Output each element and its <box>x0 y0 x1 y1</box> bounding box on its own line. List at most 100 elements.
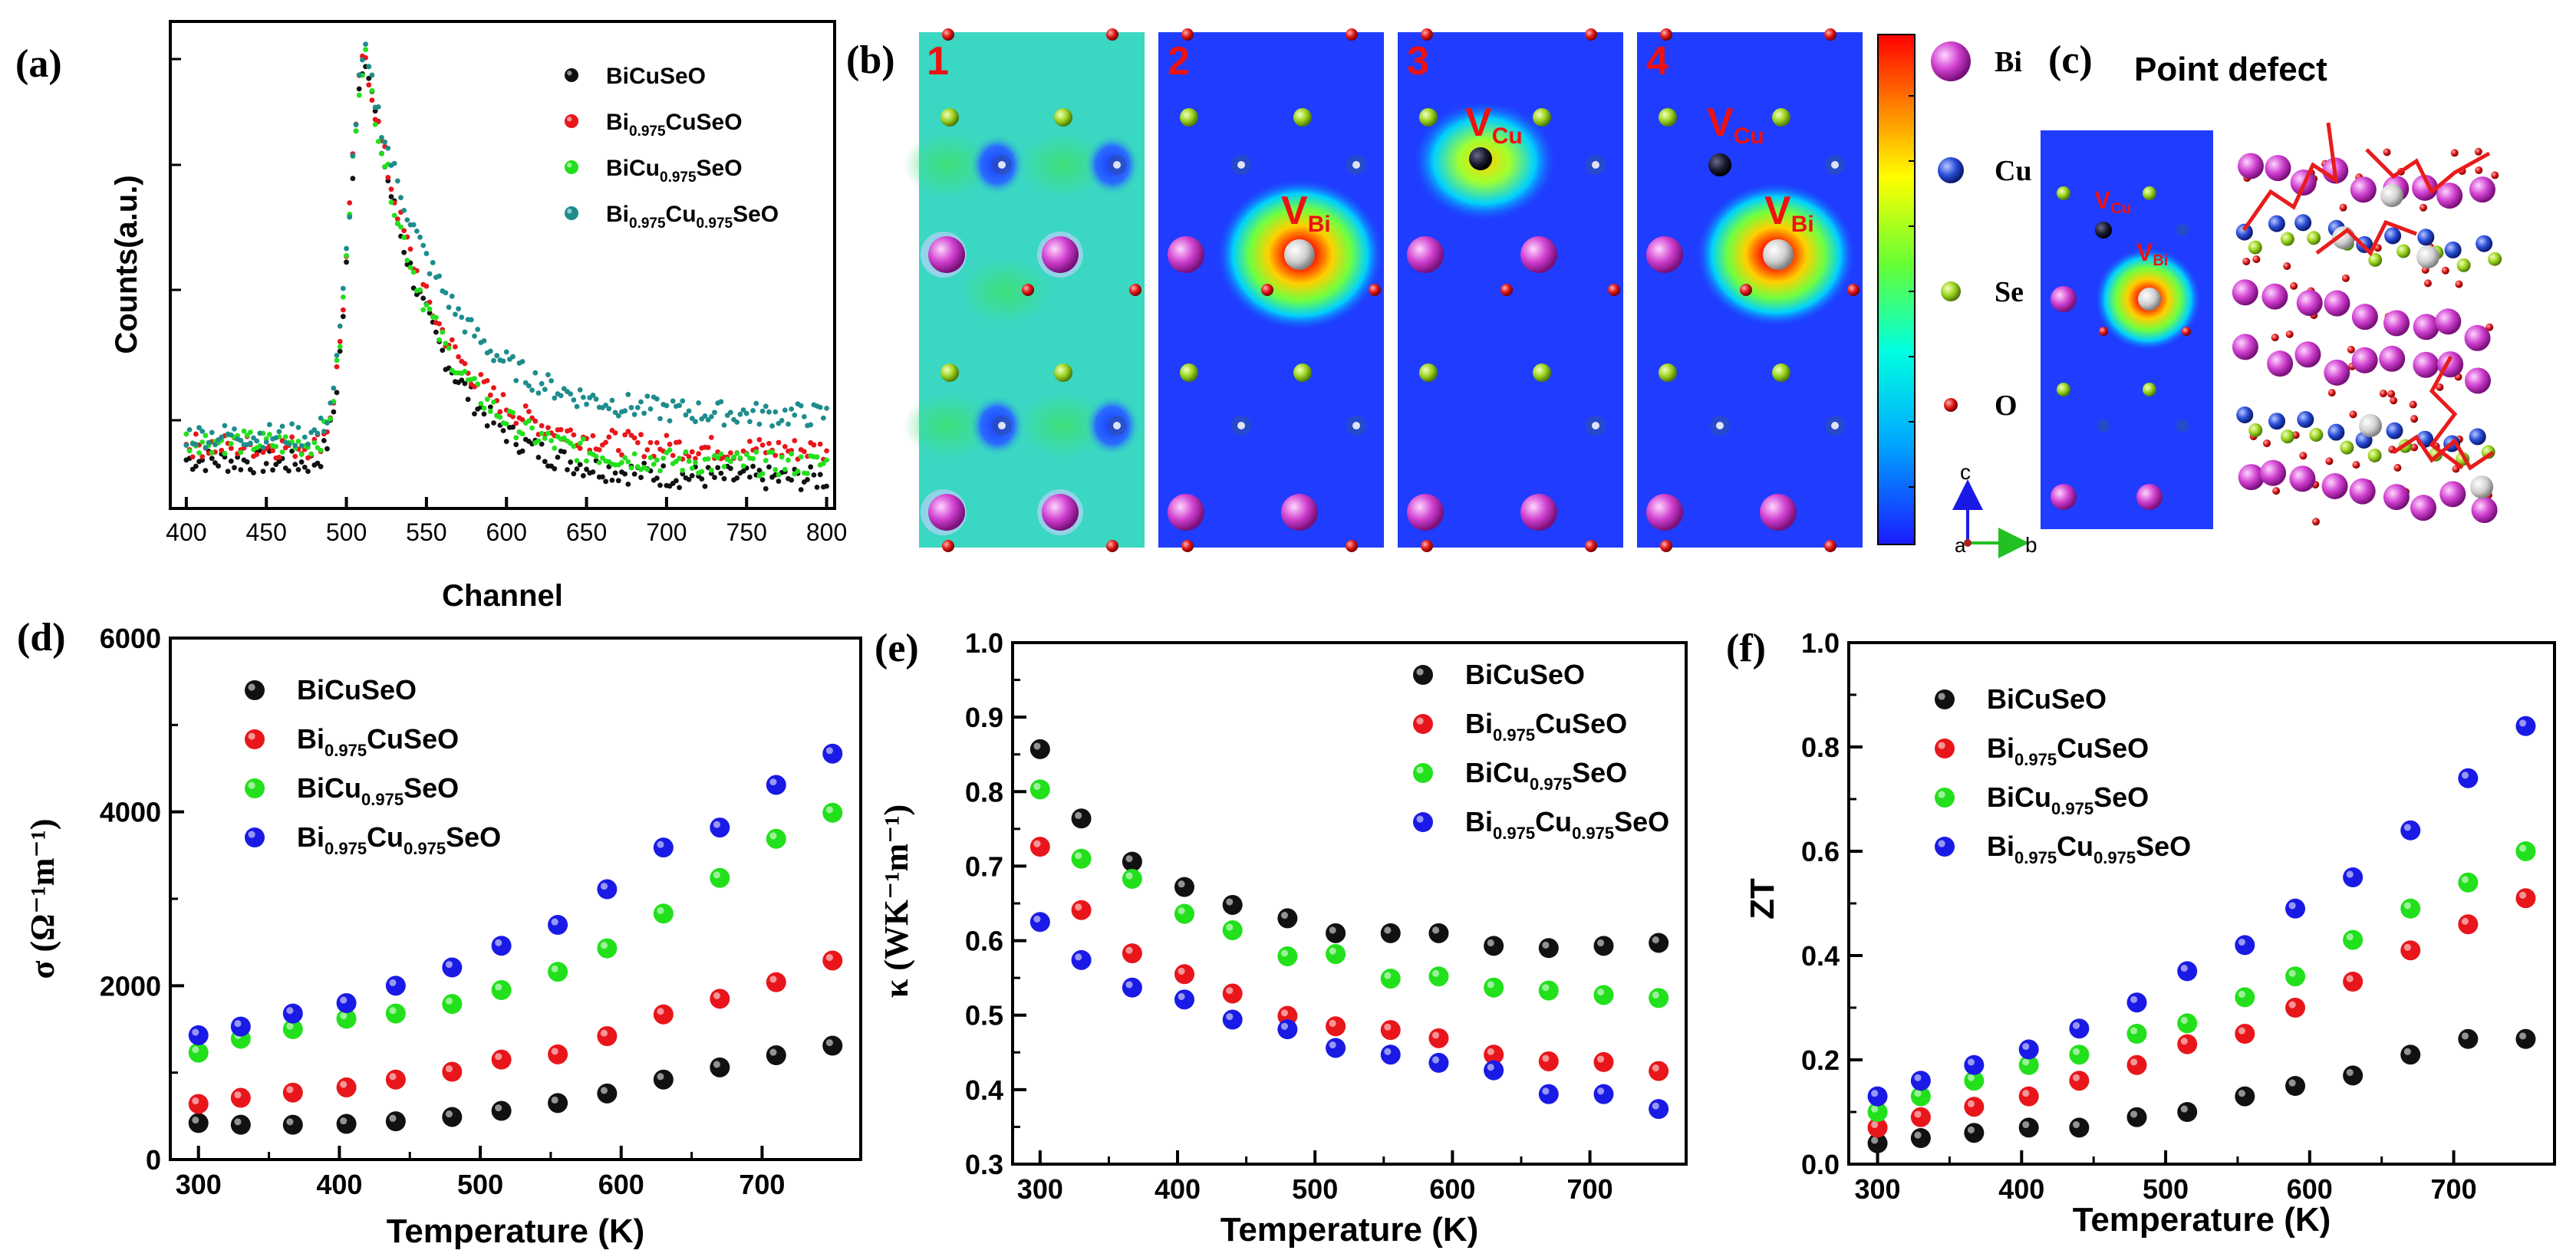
marker-highlight <box>713 992 720 999</box>
x-tick-label: 600 <box>1429 1173 1475 1205</box>
marker-body <box>565 160 578 174</box>
counts-point <box>382 139 388 145</box>
marker-highlight <box>495 939 502 946</box>
legend-text-part: 0.975 <box>2014 848 2057 867</box>
panel-c-title: Point defect <box>2134 51 2327 88</box>
se-atom <box>1180 364 1198 382</box>
counts-point <box>798 487 804 492</box>
counts-point <box>683 412 689 418</box>
bi-atom <box>2350 176 2377 203</box>
data-point <box>230 1087 251 1108</box>
counts-point <box>513 435 519 441</box>
counts-point <box>660 456 667 461</box>
marker-highlight <box>1416 815 1424 823</box>
counts-point <box>558 393 564 399</box>
legend-marker <box>1413 763 1433 783</box>
marker-highlight <box>2461 917 2469 925</box>
marker-highlight <box>1416 717 1424 725</box>
data-point <box>597 1083 618 1104</box>
data-point <box>548 1093 568 1114</box>
o-atom <box>1106 540 1118 552</box>
marker-highlight <box>192 1116 199 1124</box>
panel-d-y-label: σ (Ω⁻¹m⁻¹) <box>24 819 61 979</box>
marker-body <box>653 1004 674 1025</box>
marker-highlight <box>1329 926 1336 934</box>
marker-highlight <box>769 832 777 840</box>
counts-point <box>644 447 651 452</box>
counts-point <box>232 426 237 432</box>
data-point <box>653 1069 674 1090</box>
marker-body <box>597 1083 618 1104</box>
marker-body <box>1413 714 1433 734</box>
counts-point <box>331 409 337 415</box>
marker-body <box>2515 841 2536 861</box>
o-atom <box>1824 28 1836 41</box>
counts-point <box>519 448 525 454</box>
cu-atom-core <box>1831 161 1839 169</box>
data-point <box>548 1044 568 1064</box>
counts-point <box>247 466 253 472</box>
marker-body <box>385 1069 406 1090</box>
legend-text-part: Cu <box>2057 831 2093 862</box>
counts-point <box>609 397 615 403</box>
counts-point <box>225 469 231 474</box>
marker-body <box>2343 867 2364 887</box>
counts-point <box>776 479 782 484</box>
marker-highlight <box>286 1007 294 1015</box>
data-point <box>1538 938 1559 959</box>
o-atom <box>2441 266 2449 275</box>
marker-highlight <box>1075 953 1082 961</box>
counts-point <box>318 447 324 453</box>
bi-atom <box>1520 494 1557 531</box>
legend-text-part: SeO <box>2093 781 2149 813</box>
marker-highlight <box>1432 926 1440 934</box>
marker-body <box>653 903 674 924</box>
data-point <box>2400 898 2421 919</box>
data-point <box>710 1057 730 1077</box>
marker-highlight <box>1652 1102 1659 1110</box>
counts-point <box>612 470 618 476</box>
counts-point <box>571 443 577 449</box>
counts-point <box>529 425 535 431</box>
data-point <box>1867 1102 1888 1122</box>
counts-point <box>702 483 708 489</box>
panel-f: (f) 300 400 500 600 700 0.0 0.2 0.4 0.6 0.8 1.0 Bi… <box>1726 627 2556 1239</box>
data-point <box>1910 1086 1931 1107</box>
marker-highlight <box>1542 941 1550 949</box>
counts-point <box>407 246 413 252</box>
marker-highlight <box>1914 1074 1922 1081</box>
counts-point <box>449 337 455 343</box>
panel-f-y-label: ZT <box>1744 878 1781 920</box>
cu-atom <box>2294 214 2312 232</box>
counts-point <box>404 258 410 263</box>
x-tick-label: 750 <box>726 518 767 546</box>
counts-point <box>263 461 269 466</box>
counts-point <box>510 354 516 360</box>
counts-point <box>209 456 215 462</box>
x-tick-label: 500 <box>1292 1173 1338 1205</box>
counts-point <box>301 434 308 440</box>
marker-body <box>565 114 578 128</box>
phonon-scattering-structure <box>2232 147 2502 526</box>
data-point <box>1174 903 1194 924</box>
marker-body <box>2343 1065 2364 1086</box>
marker-body <box>1277 1019 1298 1040</box>
counts-point <box>628 405 634 410</box>
y-tick-label: 0.5 <box>965 1000 1003 1031</box>
data-point <box>2069 1018 2090 1039</box>
data-point <box>1593 1084 1614 1104</box>
counts-point <box>340 314 346 320</box>
counts-point <box>337 323 343 329</box>
counts-point <box>369 97 375 103</box>
counts-point <box>388 186 394 192</box>
marker-body <box>710 867 730 888</box>
o-atom <box>1346 28 1358 41</box>
legend-o-label: O <box>1995 390 2018 422</box>
o-atom <box>2383 148 2391 156</box>
legend-label: Bi0.975Cu0.975SeO <box>1987 831 2191 867</box>
counts-point <box>805 470 810 476</box>
cu-atom <box>2469 428 2486 446</box>
counts-point <box>420 242 427 248</box>
density-green-patch <box>1019 133 1108 197</box>
counts-point <box>705 417 711 423</box>
